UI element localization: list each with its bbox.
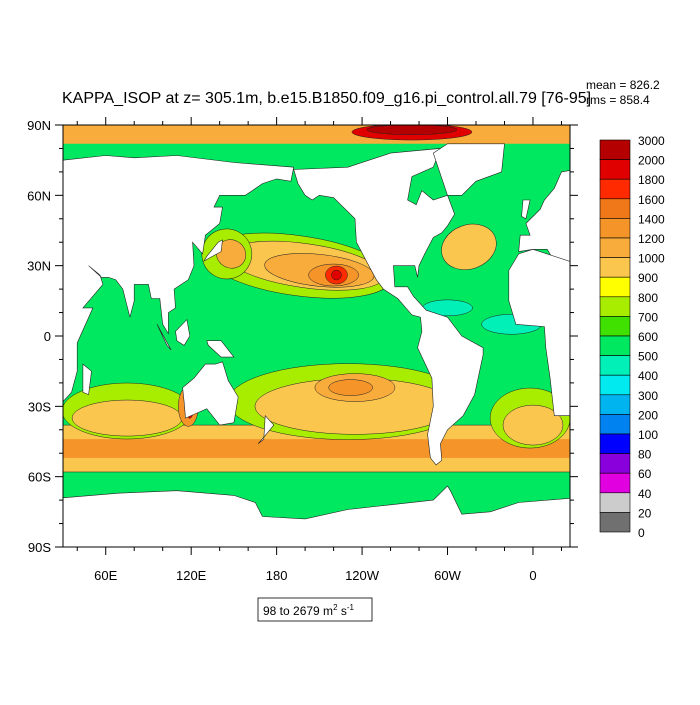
lat-label: 90N (27, 118, 51, 133)
legend-label: 1200 (638, 232, 665, 246)
legend-label: 100 (638, 428, 658, 442)
legend-label: 0 (638, 526, 645, 540)
lon-label: 0 (529, 568, 536, 583)
land (521, 199, 531, 220)
lat-label: 30N (27, 259, 51, 274)
land (63, 155, 295, 403)
legend-swatch (599, 414, 631, 435)
land (156, 324, 172, 351)
legend-swatch (599, 394, 631, 415)
legend-swatch (599, 139, 631, 160)
contour-region (71, 399, 183, 437)
land (82, 363, 92, 396)
lon-label: 120E (176, 568, 207, 583)
legend-swatch (599, 335, 631, 356)
lat-label: 0 (44, 329, 51, 344)
axis-ticks: 90N 60N 30N 0 30S 60S 90S 60E 120E 180 120W 60W 0 (27, 117, 578, 583)
legend-label: 1800 (638, 173, 665, 187)
land (432, 143, 505, 196)
legend-swatch (599, 237, 631, 258)
legend-swatch (599, 316, 631, 337)
land (293, 148, 484, 466)
legend-swatch (599, 472, 631, 494)
legend-label: 600 (638, 330, 658, 344)
lat-label: 60N (27, 188, 51, 203)
legend-label: 1000 (638, 252, 665, 266)
legend-swatch (599, 178, 631, 200)
contour-region (366, 125, 458, 135)
map-field (63, 125, 570, 547)
legend-swatch (599, 159, 631, 180)
range-exp: -1 (347, 603, 355, 612)
legend-label: 3000 (638, 134, 665, 148)
contour-region (441, 223, 497, 270)
land (175, 318, 191, 346)
lon-label: 60W (434, 568, 461, 583)
land (206, 340, 235, 358)
range-text: 98 to 2679 m (263, 604, 333, 618)
legend-label: 700 (638, 310, 658, 324)
legend-swatch (599, 296, 631, 317)
legend-label: 800 (638, 291, 658, 305)
land (257, 414, 275, 445)
legend-swatch (599, 218, 631, 239)
contour-region (502, 404, 564, 446)
lon-label: 60E (94, 568, 117, 583)
legend-swatch (599, 355, 631, 376)
land (508, 248, 570, 417)
range-exp: 2 (333, 603, 338, 612)
map-title: KAPPA_ISOP at z= 305.1m, b.e15.B1850.f09… (62, 90, 591, 107)
range-box (257, 597, 373, 622)
range-unit: s (338, 604, 347, 618)
legend-label: 200 (638, 408, 658, 422)
legend-swatch (599, 512, 631, 533)
legend-swatch (599, 257, 631, 278)
legend-swatch (599, 198, 631, 219)
stat-rms: rms = 858.4 (586, 93, 650, 107)
legend-label: 1400 (638, 212, 665, 226)
contour-region (328, 379, 373, 396)
legend-label: 20 (638, 506, 652, 520)
lat-label: 60S (28, 470, 51, 485)
lon-label: 120W (345, 568, 380, 583)
legend-label: 1600 (638, 193, 665, 207)
land (203, 239, 223, 262)
legend-label: 500 (638, 350, 658, 364)
legend-swatch (599, 276, 631, 298)
legend-swatch (599, 453, 631, 474)
legend-label: 400 (638, 369, 658, 383)
legend-label: 80 (638, 448, 652, 462)
legend-label: 60 (638, 467, 652, 481)
legend-label: 40 (638, 487, 652, 501)
lat-label: 90S (28, 540, 51, 555)
legend-swatch (599, 433, 631, 454)
range-label: 98 to 2679 m2 s-1 (263, 603, 355, 618)
label-bar: 3000200018001600140012001000900800700600… (599, 134, 665, 540)
contour-region (63, 439, 570, 458)
legend-swatch (599, 492, 631, 513)
legend-label: 300 (638, 389, 658, 403)
legend-label: 2000 (638, 154, 665, 168)
stat-mean: mean = 826.2 (586, 78, 660, 92)
contour-region (331, 269, 342, 281)
land (182, 361, 239, 426)
legend-swatch (599, 374, 631, 396)
lat-label: 30S (28, 399, 51, 414)
lon-label: 180 (266, 568, 288, 583)
legend-label: 900 (638, 271, 658, 285)
land (518, 170, 570, 263)
contour-region (63, 125, 570, 144)
land (63, 485, 570, 547)
